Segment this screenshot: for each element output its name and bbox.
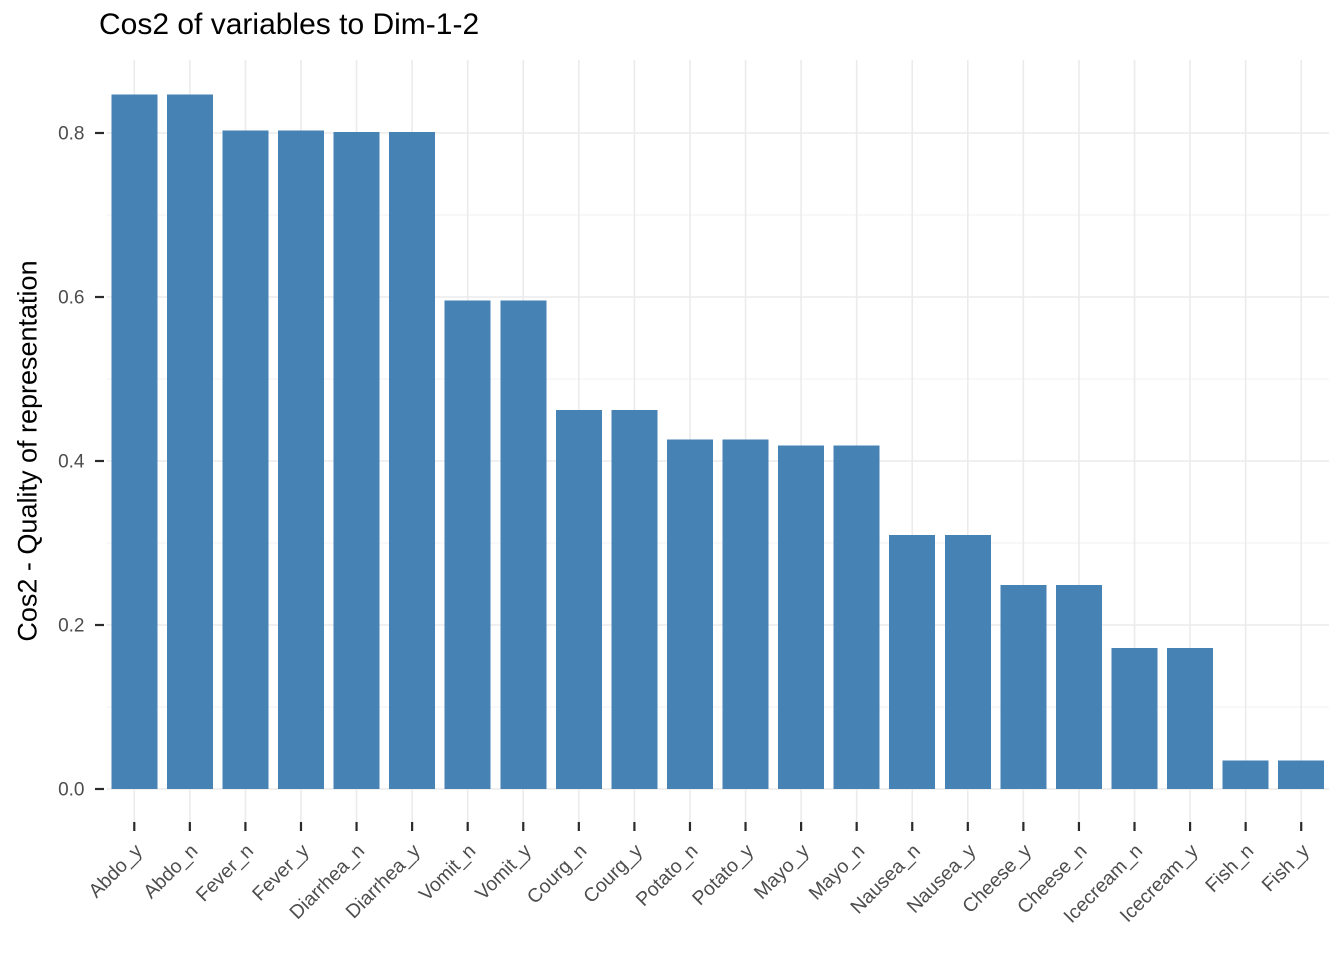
bar-Fever_n xyxy=(222,130,269,790)
y-tick-label-0.4: 0.4 xyxy=(58,452,85,473)
bar-Diarrhea_n xyxy=(333,132,380,789)
x-tick-label-Mayo_y: Mayo_y xyxy=(750,840,814,904)
bar-Nausea_n xyxy=(889,534,936,789)
bar-Courg_y xyxy=(611,410,658,789)
x-tick-label-Fish_n: Fish_n xyxy=(1201,840,1258,897)
bar-Potato_n xyxy=(666,439,713,789)
bar-Cheese_y xyxy=(1000,584,1047,789)
bar-Fever_y xyxy=(277,130,324,790)
bar-Diarrhea_y xyxy=(389,132,436,789)
bar-Abdo_y xyxy=(111,94,158,789)
x-tick-label-Abdo_y: Abdo_y xyxy=(84,840,146,902)
bar-Nausea_y xyxy=(944,534,991,789)
bar-Potato_y xyxy=(722,439,769,789)
x-tick-label-Fish_y: Fish_y xyxy=(1258,840,1314,896)
x-tick-label-Abdo_n: Abdo_n xyxy=(139,840,202,903)
x-tick-label-Potato_n: Potato_n xyxy=(632,840,703,911)
bar-Cheese_n xyxy=(1055,584,1102,789)
bar-Courg_n xyxy=(555,410,602,789)
y-tick-label-0.8: 0.8 xyxy=(58,124,84,145)
y-tick-label-0.0: 0.0 xyxy=(58,780,84,801)
y-tick-label-0.2: 0.2 xyxy=(58,616,84,637)
x-tick-label-Vomit_n: Vomit_n xyxy=(415,840,480,905)
bar-Abdo_n xyxy=(166,94,213,789)
bar-Icecream_y xyxy=(1167,647,1214,789)
x-tick-label-Courg_n: Courg_n xyxy=(523,840,591,908)
chart-title: Cos2 of variables to Dim-1-2 xyxy=(99,8,480,41)
bar-Fish_y xyxy=(1278,760,1325,789)
x-tick-label-Potato_y: Potato_y xyxy=(688,840,758,910)
bar-Mayo_y xyxy=(778,445,825,789)
bar-Vomit_y xyxy=(500,300,547,789)
y-tick-label-0.6: 0.6 xyxy=(58,288,84,309)
bar-Mayo_n xyxy=(833,445,880,789)
bar-Icecream_n xyxy=(1111,647,1158,789)
x-tick-label-Fever_n: Fever_n xyxy=(192,840,258,906)
bar-Fish_n xyxy=(1222,760,1269,789)
bar-Vomit_n xyxy=(444,300,491,789)
